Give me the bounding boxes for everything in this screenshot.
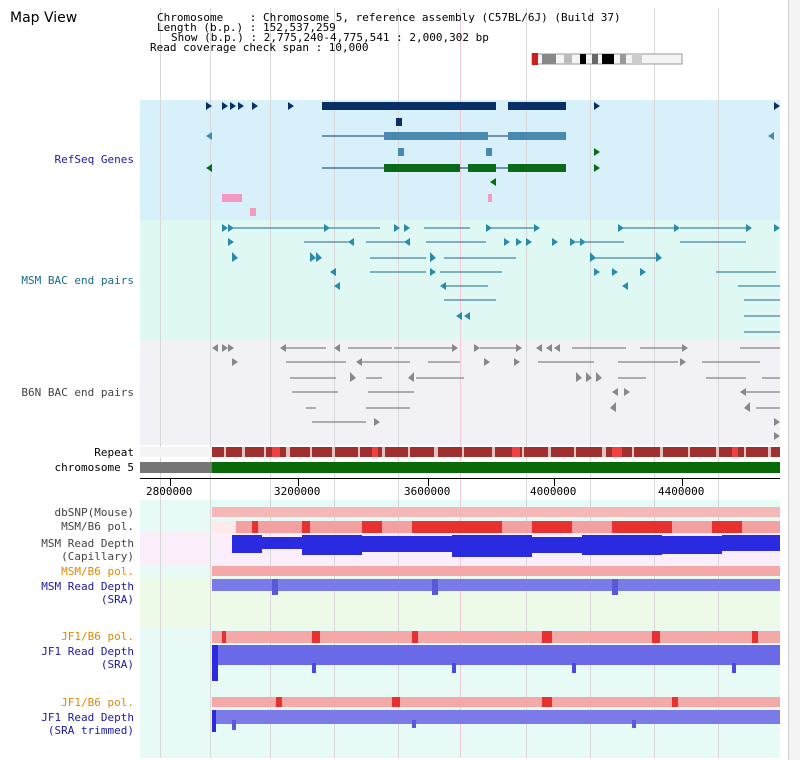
b6n-bac-track-label: B6N BAC end pairs bbox=[21, 386, 134, 399]
repeat-track-label: Repeat bbox=[94, 446, 134, 459]
jf1-b6-pol-track-2[interactable] bbox=[212, 697, 780, 707]
axis-baseline bbox=[140, 478, 780, 479]
chromosome-bar[interactable] bbox=[212, 462, 780, 473]
jf1-pol-label: JF1/B6 pol. bbox=[61, 630, 134, 643]
grid-line bbox=[654, 8, 655, 758]
msm-depth-sra-label: MSM Read Depth bbox=[41, 580, 134, 593]
jf1-b6-pol-track[interactable] bbox=[212, 631, 780, 643]
axis-tick bbox=[428, 478, 429, 486]
chromosome-bar-gray bbox=[140, 462, 212, 473]
dbsnp-track-label: dbSNP(Mouse) bbox=[54, 506, 134, 519]
coverage-span-info: Read coverage check span : 10,000 bbox=[150, 41, 369, 54]
msm-bac-track-label: MSM BAC end pairs bbox=[21, 274, 134, 287]
axis-tick-label: 3200000 bbox=[274, 485, 321, 498]
axis-tick bbox=[682, 478, 683, 486]
grid-line bbox=[398, 8, 399, 758]
axis-tick-label: 4000000 bbox=[530, 485, 577, 498]
grid-line bbox=[160, 8, 161, 758]
msm-bac-pairs[interactable] bbox=[140, 220, 780, 340]
jf1-pol-label-2: JF1/B6 pol. bbox=[61, 696, 134, 709]
show-range-info: Show (b.p.) : 2,775,240-4,775,541 : 2,00… bbox=[171, 31, 489, 44]
repeat-track[interactable] bbox=[212, 447, 780, 457]
msm-depth-sra-track[interactable] bbox=[212, 579, 780, 595]
msm-depth-sra-sublabel: (SRA) bbox=[100, 593, 134, 606]
view-title: Map View bbox=[10, 10, 78, 26]
jf1-depth-track[interactable] bbox=[212, 645, 780, 681]
jf1-depth-label: JF1 Read Depth bbox=[41, 645, 134, 658]
jf1-depth-sublabel: (SRA) bbox=[100, 658, 134, 671]
refseq-gene-glyphs[interactable] bbox=[140, 100, 780, 220]
axis-tick bbox=[554, 478, 555, 486]
grid-line bbox=[590, 8, 591, 758]
axis-tick-label: 2800000 bbox=[146, 485, 193, 498]
grid-line bbox=[718, 8, 719, 758]
refseq-track-label: RefSeq Genes bbox=[54, 153, 134, 166]
msm-b6-pol-label-2: MSM/B6 pol. bbox=[61, 565, 134, 578]
repeat-track-bg bbox=[140, 447, 212, 457]
grid-line bbox=[334, 8, 335, 758]
dbsnp-track[interactable] bbox=[212, 507, 780, 517]
axis-tick bbox=[170, 478, 171, 486]
jf1-trim-sublabel: (SRA trimmed) bbox=[47, 724, 134, 737]
grid-line bbox=[270, 8, 271, 758]
axis-tick-label: 4400000 bbox=[658, 485, 705, 498]
msm-b6-pol-track[interactable] bbox=[212, 521, 780, 533]
length-info: Length (b.p.) : 152,537,259 bbox=[157, 21, 336, 34]
jf1-depth-trimmed-track[interactable] bbox=[212, 710, 780, 734]
grid-line bbox=[526, 8, 527, 758]
jf1-trim-label: JF1 Read Depth bbox=[41, 711, 134, 724]
axis-tick bbox=[298, 478, 299, 486]
chromosome-ideogram[interactable] bbox=[528, 52, 688, 66]
chromosome-track-label: chromosome 5 bbox=[54, 461, 134, 474]
vertical-scrollbar[interactable] bbox=[788, 0, 800, 760]
chromosome-info: Chromosome : Chromosome 5, reference ass… bbox=[157, 11, 621, 24]
msm-b6-pol-label: MSM/B6 pol. bbox=[61, 520, 134, 533]
msm-b6-pol-track-2[interactable] bbox=[212, 566, 780, 576]
msm-depth-cap-label: MSM Read Depth bbox=[41, 537, 134, 550]
axis-tick-label: 3600000 bbox=[404, 485, 451, 498]
b6n-bac-pairs[interactable] bbox=[140, 340, 780, 445]
grid-line bbox=[210, 8, 211, 758]
msm-depth-cap-sublabel: (Capillary) bbox=[61, 550, 134, 563]
grid-line bbox=[460, 8, 461, 758]
msm-depth-capillary-track[interactable] bbox=[212, 533, 780, 565]
